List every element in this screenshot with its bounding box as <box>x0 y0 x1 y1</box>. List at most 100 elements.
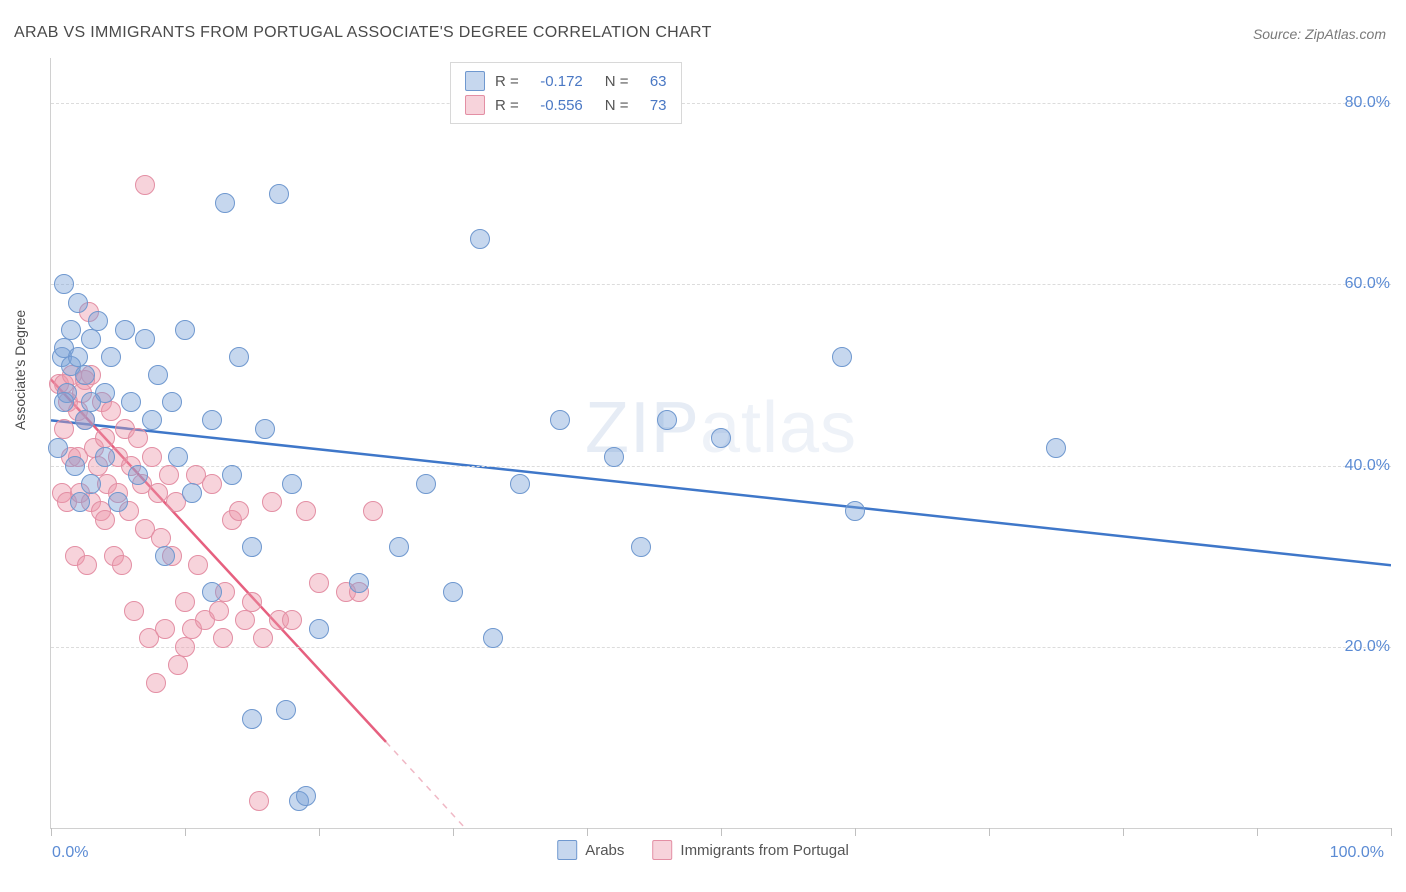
x-tick <box>1257 828 1258 836</box>
gridline <box>51 284 1391 285</box>
x-tick <box>1123 828 1124 836</box>
top-legend-box: R =-0.172N =63R =-0.556N =73 <box>450 62 682 124</box>
data-point <box>209 601 229 621</box>
legend-label: Arabs <box>585 842 624 859</box>
data-point <box>175 320 195 340</box>
n-label: N = <box>605 73 629 90</box>
gridline <box>51 647 1391 648</box>
data-point <box>229 347 249 367</box>
legend-item: Arabs <box>557 840 624 860</box>
data-point <box>142 447 162 467</box>
data-point <box>108 492 128 512</box>
stats-row: R = -0.172 N = 63 <box>465 69 667 93</box>
x-tick <box>587 828 588 836</box>
data-point <box>832 347 852 367</box>
bottom-legend: Arabs Immigrants from Portugal <box>557 840 849 860</box>
data-point <box>142 410 162 430</box>
stats-row: R =-0.556N =73 <box>465 93 667 117</box>
n-value: 63 <box>639 73 667 90</box>
data-point <box>135 329 155 349</box>
legend-swatch <box>557 840 577 860</box>
data-point <box>242 537 262 557</box>
data-point <box>253 628 273 648</box>
data-point <box>75 410 95 430</box>
data-point <box>296 786 316 806</box>
data-point <box>146 673 166 693</box>
data-point <box>54 419 74 439</box>
data-point <box>188 555 208 575</box>
legend-swatch <box>465 95 485 115</box>
data-point <box>68 293 88 313</box>
data-point <box>54 274 74 294</box>
data-point <box>363 501 383 521</box>
legend-label: Immigrants from Portugal <box>680 842 848 859</box>
legend-item: Immigrants from Portugal <box>652 840 848 860</box>
r-value: -0.172 <box>529 73 583 90</box>
y-tick-label: 20.0% <box>1345 638 1390 656</box>
data-point <box>349 573 369 593</box>
plot-area: ZIPatlas <box>50 58 1391 829</box>
data-point <box>282 474 302 494</box>
r-label: R = <box>495 97 519 114</box>
data-point <box>75 365 95 385</box>
data-point <box>135 175 155 195</box>
data-point <box>65 456 85 476</box>
data-point <box>309 619 329 639</box>
legend-swatch <box>465 71 485 91</box>
data-point <box>155 546 175 566</box>
data-point <box>61 320 81 340</box>
data-point <box>235 610 255 630</box>
data-point <box>101 347 121 367</box>
x-tick <box>1391 828 1392 836</box>
r-value: -0.556 <box>529 97 583 114</box>
data-point <box>48 438 68 458</box>
data-point <box>711 428 731 448</box>
x-tick <box>319 828 320 836</box>
data-point <box>175 592 195 612</box>
x-tick <box>185 828 186 836</box>
data-point <box>1046 438 1066 458</box>
data-point <box>128 465 148 485</box>
data-point <box>81 392 101 412</box>
data-point <box>115 320 135 340</box>
data-point <box>70 492 90 512</box>
data-point <box>213 628 233 648</box>
data-point <box>389 537 409 557</box>
r-label: R = <box>495 73 519 90</box>
n-value: 73 <box>639 97 667 114</box>
x-tick <box>855 828 856 836</box>
data-point <box>202 582 222 602</box>
data-point <box>242 709 262 729</box>
data-point <box>215 193 235 213</box>
data-point <box>483 628 503 648</box>
data-point <box>309 573 329 593</box>
data-point <box>443 582 463 602</box>
data-point <box>296 501 316 521</box>
data-point <box>416 474 436 494</box>
data-point <box>151 528 171 548</box>
data-point <box>112 555 132 575</box>
data-point <box>470 229 490 249</box>
data-point <box>124 601 144 621</box>
data-point <box>88 311 108 331</box>
chart-title: ARAB VS IMMIGRANTS FROM PORTUGAL ASSOCIA… <box>14 24 712 42</box>
data-point <box>81 474 101 494</box>
x-tick <box>51 828 52 836</box>
data-point <box>168 655 188 675</box>
data-point <box>159 465 179 485</box>
x-tick <box>989 828 990 836</box>
data-point <box>148 365 168 385</box>
data-point <box>202 474 222 494</box>
y-tick-label: 60.0% <box>1345 275 1390 293</box>
data-point <box>550 410 570 430</box>
data-point <box>229 501 249 521</box>
data-point <box>631 537 651 557</box>
gridline <box>51 466 1391 467</box>
data-point <box>68 347 88 367</box>
y-tick-label: 40.0% <box>1345 457 1390 475</box>
watermark-bold: ZIP <box>585 388 700 468</box>
data-point <box>175 637 195 657</box>
source-label: Source: ZipAtlas.com <box>1253 26 1386 42</box>
y-tick-label: 80.0% <box>1345 94 1390 112</box>
watermark-thin: atlas <box>700 388 857 468</box>
